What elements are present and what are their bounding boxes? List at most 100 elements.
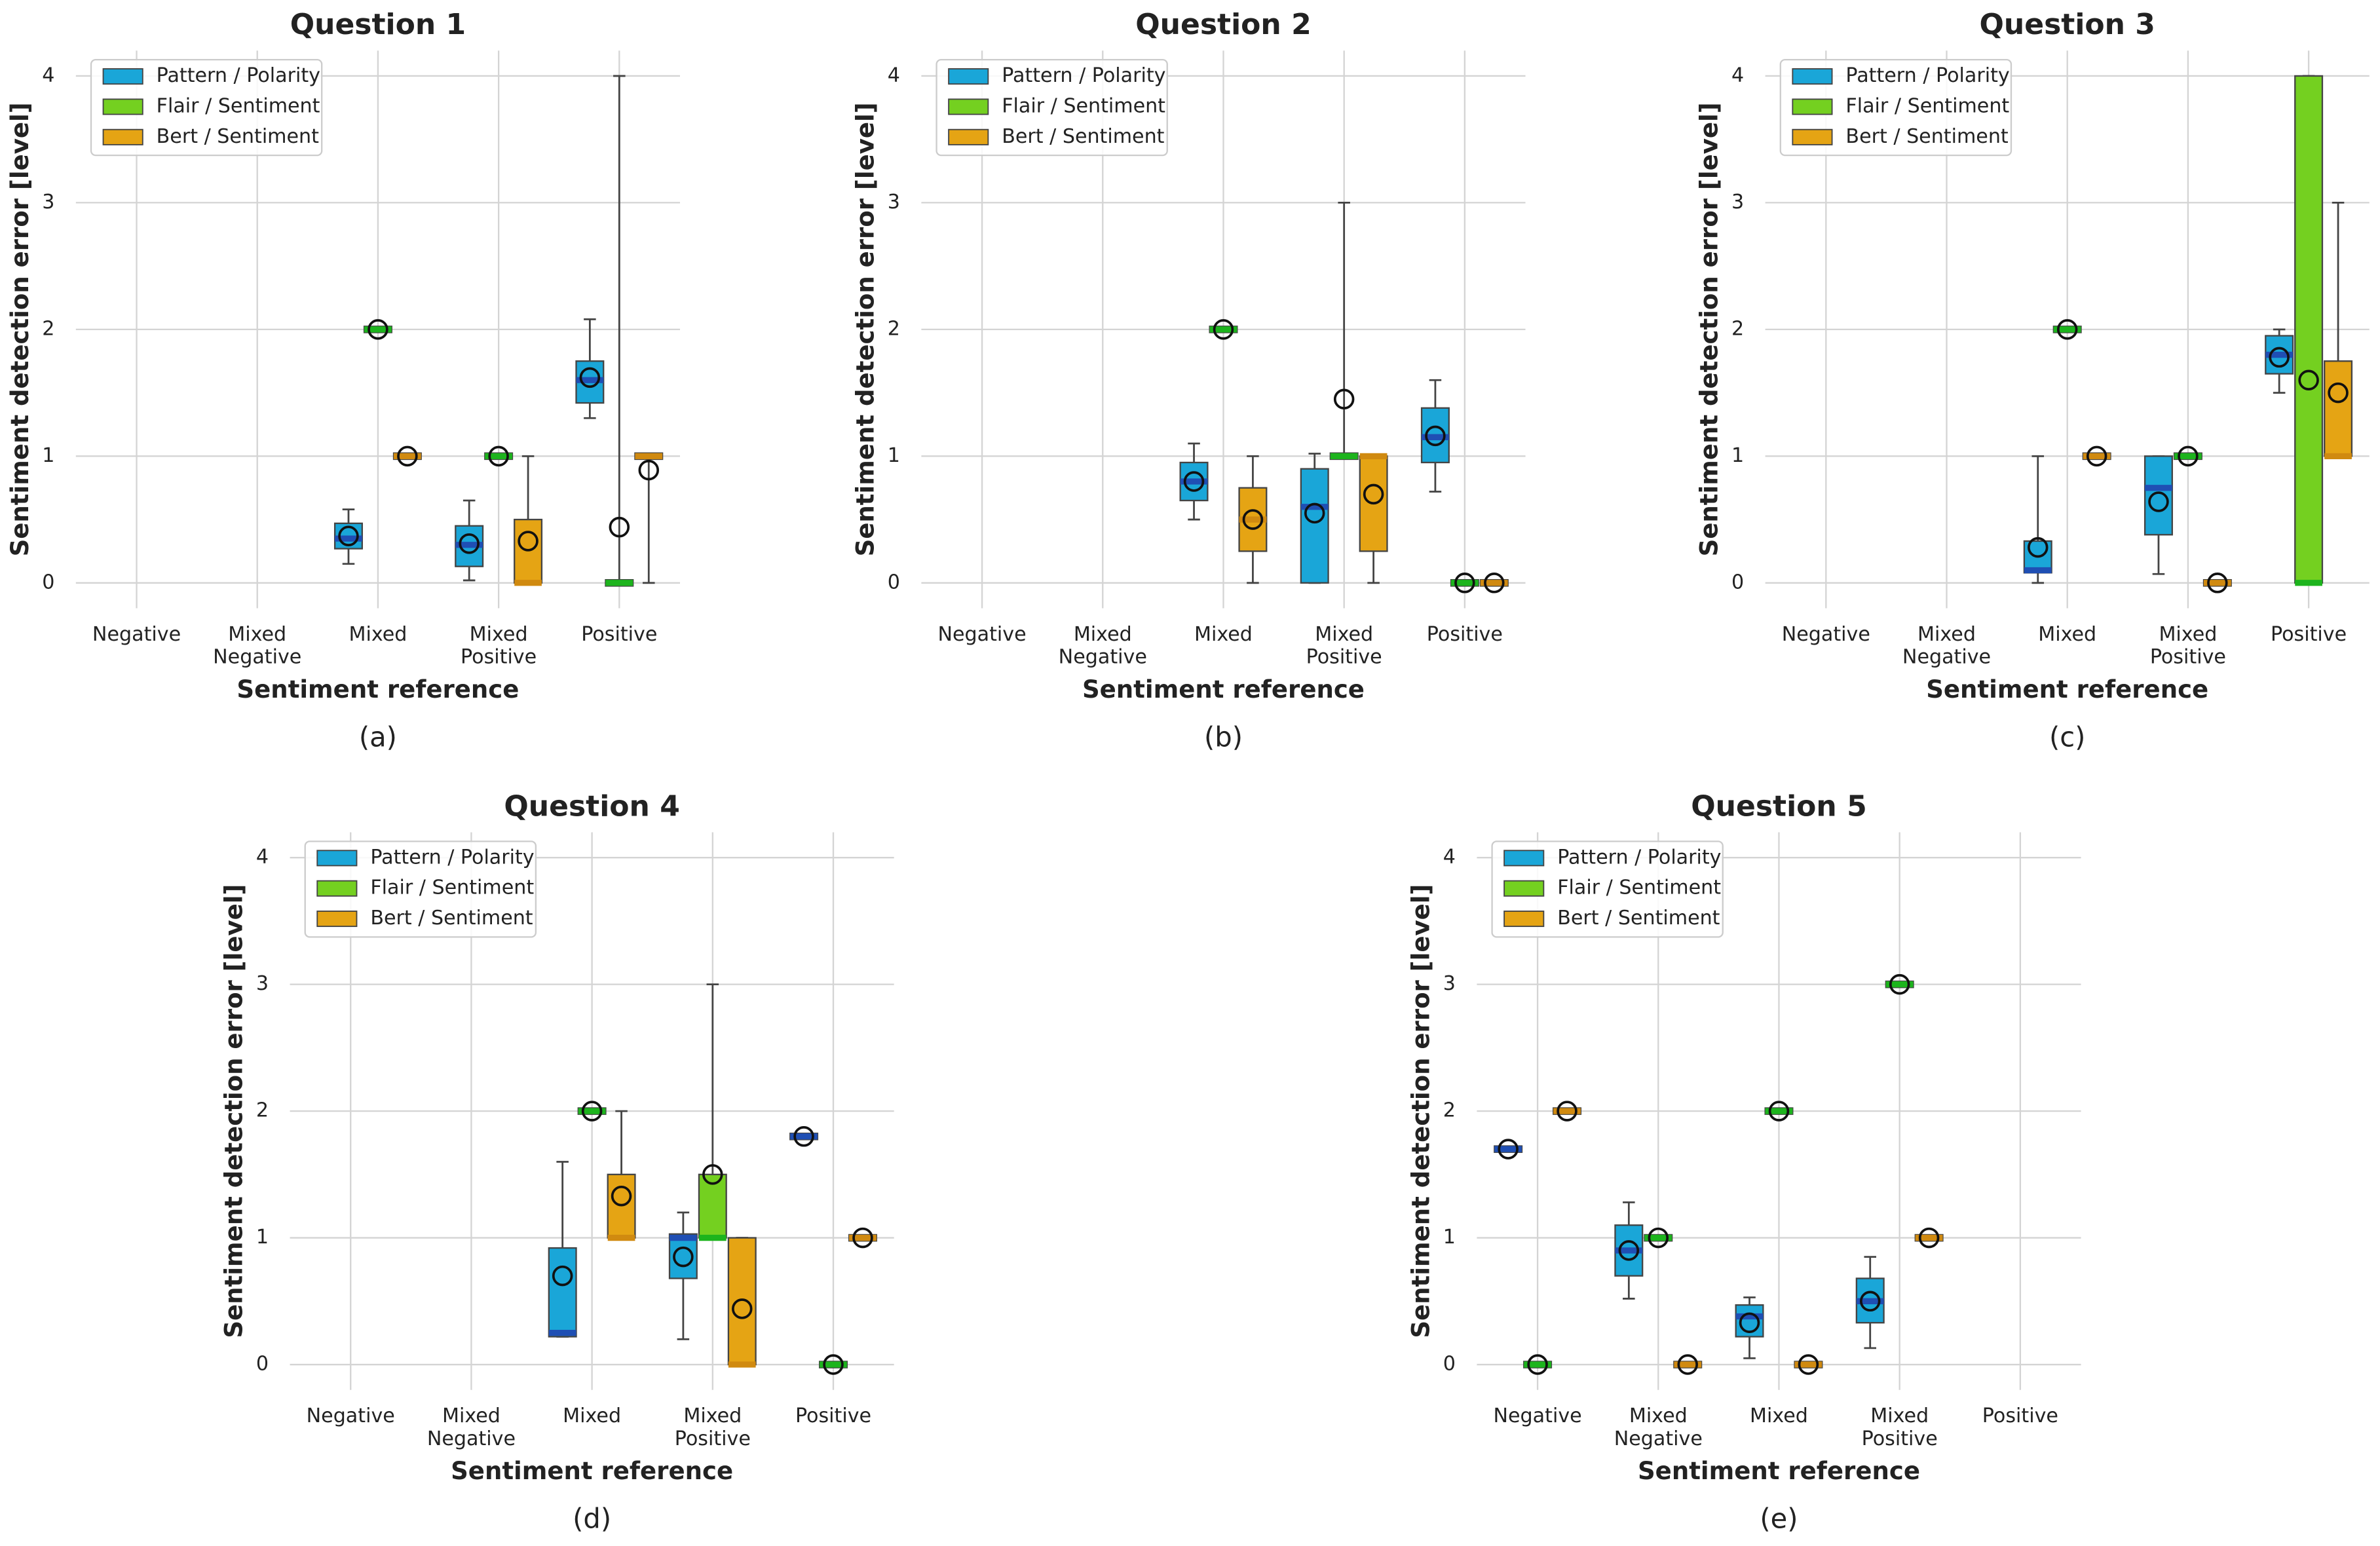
x-tick-label-box: Mixed Positive [461,623,537,669]
legend-box [1491,840,1724,938]
y-tick-label: 4 [42,64,54,86]
y-tick-label: 3 [1443,972,1456,995]
x-tick-label-box: Mixed Positive [675,1405,751,1451]
mean [338,525,359,546]
x-tick-label-box: Mixed Positive [1862,1405,1938,1451]
mean [732,1298,753,1319]
x-tick-label-box: Mixed Negative [213,624,301,669]
x-tick-label-box: Positive [2271,624,2347,647]
legend-label: Flair / Sentiment [1557,877,1721,899]
box [698,1173,727,1239]
legend-label: Pattern / Polarity [157,64,320,87]
chart-title: Question 4 [504,789,679,823]
mean [2298,369,2319,391]
mean [1498,1139,1519,1160]
box [2324,360,2353,457]
x-tick-label: Mixed Negative [1058,623,1147,669]
mean [673,1246,694,1268]
mean [1484,573,1505,594]
x-tick-label-box: Mixed Positive [2149,623,2226,669]
y-tick-label: 4 [1731,64,1744,86]
x-tick-label: Mixed Negative [426,1405,516,1451]
chart-title: Question 5 [1691,789,1866,823]
x-tick-label-box: Positive [1426,623,1503,647]
mean [1739,1312,1760,1333]
x-tick-label-box: Positive [581,624,657,647]
legend-label: Flair / Sentiment [1845,94,2009,117]
y-tick-label: 0 [1443,1353,1456,1376]
mean [1213,319,1234,340]
y-tick-label: 2 [1443,1099,1456,1122]
box [2294,75,2324,584]
box [548,1247,577,1338]
y-tick-label: 0 [1731,571,1744,594]
legend-patch [1792,128,1833,145]
mean [397,445,418,467]
x-tick-label: Negative [937,623,1027,647]
y-tick-label: 3 [256,972,269,995]
x-tick-label: Mixed [1750,1405,1808,1428]
legend-label: Pattern / Polarity [370,846,534,869]
y-tick-label: 2 [888,317,900,340]
x-tick-label-box: Negative [1781,623,1870,647]
legend-patch [102,98,143,115]
mean [1304,502,1325,524]
x-tick-label: Mixed [1194,623,1253,647]
mean [1618,1240,1640,1261]
mean [459,533,480,554]
mean [2207,573,2228,594]
mean [2028,537,2049,558]
y-axis-label: Sentiment detection error [level] [1695,102,1724,556]
legend-label: Flair / Sentiment [157,94,320,117]
x-tick-label-box: Mixed [1750,1405,1808,1428]
legend-patch [316,911,358,928]
y-tick-label: 0 [888,571,900,594]
x-tick-label: Mixed [563,1405,622,1428]
mean [518,531,538,552]
legend-label: Bert / Sentiment [1845,125,2008,148]
x-tick-label: Mixed Positive [1306,623,1382,669]
y-axis-label: Sentiment detection error [level] [220,884,248,1338]
mean [793,1126,814,1147]
x-tick-label: Negative [92,623,181,647]
mean [368,319,388,340]
x-tick-label: Positive [1982,1405,2058,1428]
legend-patch [948,98,989,115]
y-tick-label: 4 [1443,846,1456,869]
mean [2148,491,2169,512]
y-axis-label: Sentiment detection error [level] [851,102,879,556]
legend-box [304,840,537,938]
x-tick-label: Mixed Positive [2149,623,2226,669]
x-tick-label-box: Mixed [2038,623,2097,647]
x-tick-label-box: Negative [92,623,181,647]
box [2144,455,2173,536]
mean [1648,1227,1669,1249]
legend-label: Flair / Sentiment [1002,94,1165,117]
mean [1889,973,1910,995]
legend-patch [948,128,989,145]
x-tick-label: Mixed [2038,623,2097,647]
legend-patch [948,68,989,85]
mean [581,1101,603,1122]
legend-box [90,58,323,157]
mean [579,367,601,388]
y-tick-label: 1 [1443,1226,1456,1249]
mean [488,445,509,467]
y-tick-label: 4 [256,846,269,869]
mean [1859,1291,1881,1312]
x-tick-label-box: Mixed Negative [1614,1405,1703,1451]
x-tick-label-box: Negative [937,623,1027,647]
x-tick-label: Positive [1426,623,1503,647]
x-tick-label: Mixed Negative [1902,623,1992,669]
mean [552,1265,573,1287]
mean [823,1354,844,1375]
mean [1527,1354,1548,1375]
x-tick-label: Mixed Positive [461,623,537,669]
x-tick-label: Negative [1493,1405,1582,1428]
mean [1557,1101,1577,1122]
legend-patch [316,880,358,897]
x-tick-label: Negative [1781,623,1870,647]
legend-label: Bert / Sentiment [157,125,319,148]
